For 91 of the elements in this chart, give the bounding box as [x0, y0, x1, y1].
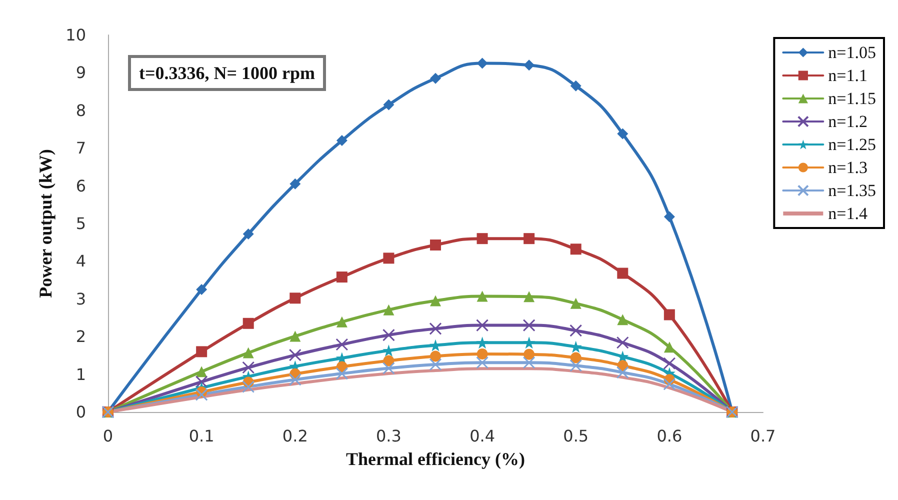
- point: [476, 58, 488, 69]
- point: [616, 366, 629, 379]
- point: [523, 336, 536, 349]
- y-tick-label: 9: [76, 63, 86, 82]
- point: [195, 376, 208, 388]
- point: [430, 350, 441, 362]
- point: [383, 99, 394, 110]
- x-tick-label: 0.7: [750, 426, 776, 446]
- point: [242, 361, 255, 374]
- x-axis-title: Thermal efficiency (%): [346, 449, 525, 469]
- point: [336, 316, 348, 328]
- y-tick-label: 6: [76, 176, 86, 196]
- point: [570, 324, 582, 337]
- point: [196, 346, 208, 358]
- point: [663, 378, 676, 390]
- annotation: t=0.3336, N= 1000 rpm: [139, 63, 316, 83]
- y-tick-label: 4: [76, 252, 86, 271]
- y-tick-label: 10: [66, 26, 86, 44]
- point: [664, 309, 675, 320]
- point: [336, 135, 348, 146]
- x-tick-label: 0.5: [563, 426, 589, 446]
- point: [476, 290, 488, 302]
- point: [616, 336, 629, 349]
- point: [522, 319, 536, 332]
- point: [242, 347, 254, 358]
- y-tick-label: 0: [76, 402, 86, 422]
- legend-label: n=1.05: [828, 43, 876, 62]
- point: [383, 304, 394, 316]
- y-tick-label: 7: [76, 138, 86, 158]
- y-axis-title: Power output (kW): [36, 149, 56, 298]
- point: [476, 356, 489, 369]
- y-tick-label: 3: [76, 289, 86, 308]
- legend-label: n=1.3: [828, 158, 868, 177]
- x-tick-label: 0.3: [376, 426, 402, 446]
- point: [664, 342, 675, 353]
- legend-label: n=1.15: [828, 89, 876, 108]
- x-tick-label: 0.4: [470, 426, 496, 446]
- point: [196, 284, 208, 295]
- legend-label: n=1.2: [828, 112, 868, 131]
- point: [196, 366, 208, 378]
- point: [195, 388, 208, 401]
- point: [524, 60, 535, 71]
- point: [617, 128, 628, 140]
- point: [290, 178, 301, 190]
- point: [570, 352, 582, 364]
- point: [570, 80, 582, 92]
- point: [570, 298, 582, 309]
- point: [242, 228, 254, 240]
- point: [336, 272, 348, 283]
- y-tick-label: 2: [76, 327, 86, 346]
- point: [290, 292, 301, 304]
- point: [383, 252, 394, 264]
- y-tick-label: 5: [76, 214, 86, 233]
- point: [429, 322, 442, 335]
- point: [242, 380, 255, 393]
- point: [382, 328, 395, 342]
- point: [429, 358, 442, 371]
- point: [290, 330, 301, 342]
- point: [430, 72, 441, 84]
- legend-label: n=1.4: [828, 204, 868, 223]
- point: [664, 211, 675, 222]
- point: [617, 268, 628, 279]
- point: [617, 314, 628, 326]
- legend-label: n=1.35: [828, 181, 876, 200]
- point: [382, 362, 395, 375]
- point: [524, 291, 535, 302]
- x-tick-label: 0.1: [188, 426, 214, 446]
- point: [430, 239, 441, 250]
- point: [476, 319, 489, 332]
- point: [476, 233, 488, 244]
- y-tick-label: 8: [76, 100, 86, 120]
- x-tick-label: 0.6: [656, 426, 682, 446]
- point: [524, 348, 535, 360]
- point: [242, 318, 254, 329]
- legend-label: n=1.25: [828, 135, 876, 154]
- x-tick-label: 0.2: [282, 426, 308, 446]
- point: [476, 336, 488, 349]
- y-tick-label: 1: [76, 364, 86, 384]
- point: [570, 359, 582, 372]
- point: [663, 357, 676, 370]
- point: [522, 356, 536, 369]
- legend-label: n=1.1: [828, 66, 868, 85]
- point: [336, 338, 348, 351]
- point: [288, 373, 302, 386]
- point: [336, 367, 348, 380]
- x-tick-label: 0: [102, 426, 114, 446]
- point: [476, 348, 488, 360]
- point: [430, 295, 441, 306]
- point: [570, 244, 582, 255]
- point: [524, 233, 535, 244]
- point: [288, 348, 302, 362]
